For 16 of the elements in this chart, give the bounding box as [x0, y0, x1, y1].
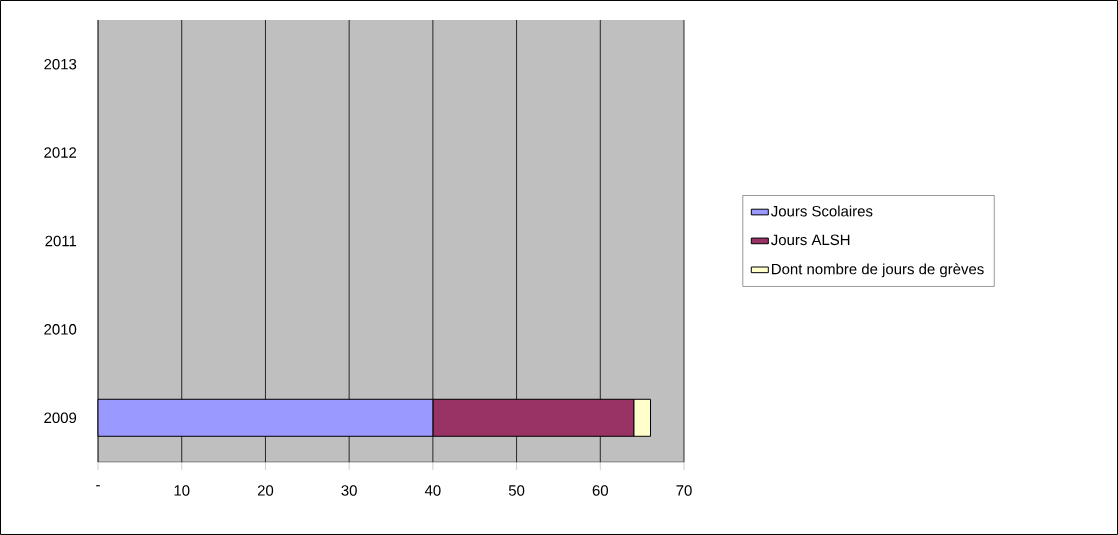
x-tick-label: -: [96, 485, 100, 487]
legend-label: Jours Scolaires: [771, 205, 873, 217]
x-tick-label: 10: [174, 485, 190, 496]
legend-label: Jours ALSH: [771, 234, 850, 246]
x-tick-label: 50: [508, 485, 525, 496]
y-tick-label: 2013: [44, 58, 77, 70]
y-tick-label: 2010: [44, 324, 77, 335]
legend-label: Dont nombre de jours de grèves: [772, 263, 984, 278]
x-tick-label: 60: [592, 485, 609, 496]
x-tick-label: 20: [257, 485, 274, 496]
x-tick-label: 30: [341, 485, 357, 496]
y-tick-label: 2011: [45, 235, 77, 247]
y-tick-label: 2012: [44, 147, 77, 158]
x-tick-label: 40: [424, 485, 441, 496]
x-tick-label: 70: [676, 485, 692, 496]
y-tick-label: 2009: [44, 412, 77, 424]
